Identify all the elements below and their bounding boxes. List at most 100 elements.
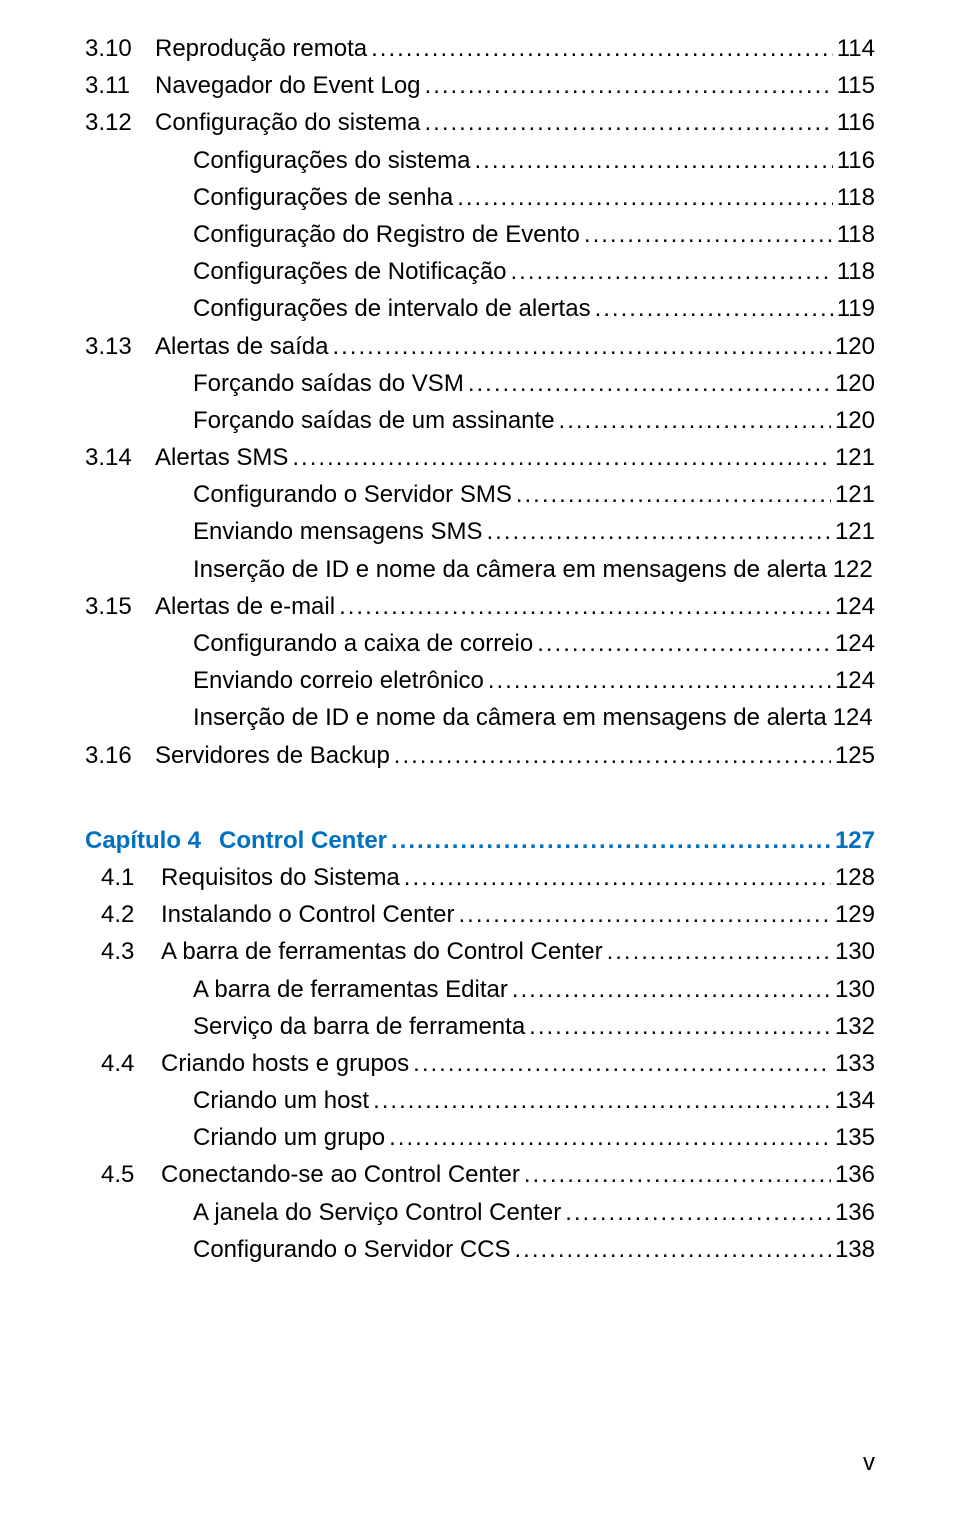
toc-page-number: 125 xyxy=(831,737,875,774)
toc-label: Navegador do Event Log xyxy=(155,67,421,104)
toc-page-number: 130 xyxy=(831,933,875,970)
toc-subentry: Configurando o Servidor SMS 121 xyxy=(85,476,875,513)
toc-entry: 4.4 Criando hosts e grupos 133 xyxy=(85,1045,875,1082)
toc-label: Configurações de Notificação xyxy=(193,253,507,290)
toc-leader-dots xyxy=(328,328,831,365)
toc-page-number: 115 xyxy=(833,67,875,104)
toc-label: Conectando-se ao Control Center xyxy=(161,1156,520,1193)
toc-number: 4.5 xyxy=(85,1156,161,1193)
toc-page-number: 127 xyxy=(831,822,875,859)
toc-page-number: 136 xyxy=(831,1156,875,1193)
toc-label: Configurações do sistema xyxy=(193,142,470,179)
toc-number: 4.1 xyxy=(85,859,161,896)
toc-label: Instalando o Control Center xyxy=(161,896,455,933)
toc-entry: 3.11 Navegador do Event Log 115 xyxy=(85,67,875,104)
toc-subentry: A janela do Serviço Control Center 136 xyxy=(85,1194,875,1231)
toc-label: Enviando correio eletrônico xyxy=(193,662,484,699)
toc-number: 4.3 xyxy=(85,933,161,970)
toc-page-number: 118 xyxy=(833,216,875,253)
toc-entry: 3.13 Alertas de saída 120 xyxy=(85,328,875,365)
toc-leader-dots xyxy=(369,1082,831,1119)
toc-page-number: 120 xyxy=(831,402,875,439)
toc-label: Configuração do sistema xyxy=(155,104,420,141)
toc-label: Configurando o Servidor SMS xyxy=(193,476,512,513)
toc-leader-dots xyxy=(561,1194,831,1231)
toc-label: Alertas de saída xyxy=(155,328,328,365)
toc-subentry: Inserção de ID e nome da câmera em mensa… xyxy=(85,551,875,588)
toc-label: Forçando saídas de um assinante xyxy=(193,402,555,439)
toc-number: 4.2 xyxy=(85,896,161,933)
toc-label: Criando um host xyxy=(193,1082,369,1119)
toc-page-number: 120 xyxy=(831,365,875,402)
toc-leader-dots xyxy=(580,216,833,253)
toc-number: 3.16 xyxy=(85,737,155,774)
toc-subentry: Configurando o Servidor CCS 138 xyxy=(85,1231,875,1268)
toc-entry: 4.1 Requisitos do Sistema 128 xyxy=(85,859,875,896)
toc-page-number: 129 xyxy=(831,896,875,933)
toc-page-number: 138 xyxy=(831,1231,875,1268)
toc-page-number: 130 xyxy=(831,971,875,1008)
toc-page-number: 116 xyxy=(833,142,875,179)
toc-subentry: Enviando mensagens SMS 121 xyxy=(85,513,875,550)
toc-leader-dots xyxy=(288,439,831,476)
toc-label: Inserção de ID e nome da câmera em mensa… xyxy=(193,699,827,736)
toc-label: Enviando mensagens SMS xyxy=(193,513,483,550)
toc-label: Forçando saídas do VSM xyxy=(193,365,464,402)
toc-leader-dots xyxy=(420,104,832,141)
toc-label: A janela do Serviço Control Center xyxy=(193,1194,561,1231)
toc-entry: 4.2 Instalando o Control Center 129 xyxy=(85,896,875,933)
toc-page-number: 134 xyxy=(831,1082,875,1119)
toc-subentry: Configurações de senha 118 xyxy=(85,179,875,216)
toc-leader-dots xyxy=(409,1045,831,1082)
toc-leader-dots xyxy=(470,142,832,179)
toc-entry: 3.10 Reprodução remota 114 xyxy=(85,30,875,67)
toc-label: Criando um grupo xyxy=(193,1119,385,1156)
toc-page-number: 124 xyxy=(831,588,875,625)
toc-label: Alertas de e-mail xyxy=(155,588,335,625)
toc-leader-dots xyxy=(511,1231,831,1268)
toc-label: Configurando o Servidor CCS xyxy=(193,1231,511,1268)
toc-page-number: 116 xyxy=(833,104,875,141)
toc-leader-dots xyxy=(390,737,831,774)
toc-page-number: 135 xyxy=(831,1119,875,1156)
toc-subentry: Configuração do Registro de Evento 118 xyxy=(85,216,875,253)
toc-leader-dots xyxy=(453,179,833,216)
toc-page-number: 118 xyxy=(833,179,875,216)
toc-leader-dots xyxy=(591,290,833,327)
toc-subentry: Criando um grupo 135 xyxy=(85,1119,875,1156)
toc-number: 3.14 xyxy=(85,439,155,476)
toc-leader-dots xyxy=(484,662,831,699)
toc-number: 3.12 xyxy=(85,104,155,141)
toc-label: Serviço da barra de ferramenta xyxy=(193,1008,525,1045)
toc-leader-dots xyxy=(455,896,831,933)
toc-leader-dots xyxy=(483,513,831,550)
toc-subentry: Configurações do sistema 116 xyxy=(85,142,875,179)
toc-leader-dots xyxy=(512,476,831,513)
chapter-title: Control Center xyxy=(219,822,387,859)
toc-leader-dots xyxy=(525,1008,831,1045)
page-footer: v xyxy=(863,1449,875,1477)
toc-number: 3.13 xyxy=(85,328,155,365)
toc-entry: 3.16 Servidores de Backup 125 xyxy=(85,737,875,774)
toc-label: Criando hosts e grupos xyxy=(161,1045,409,1082)
toc-page-number: 124 xyxy=(827,699,873,736)
toc-number: 3.11 xyxy=(85,67,155,104)
toc-subentry: Forçando saídas do VSM 120 xyxy=(85,365,875,402)
toc-page-number: 121 xyxy=(831,439,875,476)
toc-leader-dots xyxy=(367,30,833,67)
toc-leader-dots xyxy=(520,1156,831,1193)
toc-subentry: Serviço da barra de ferramenta 132 xyxy=(85,1008,875,1045)
toc-label: A barra de ferramentas Editar xyxy=(193,971,508,1008)
toc-subentry: Configurando a caixa de correio 124 xyxy=(85,625,875,662)
toc-label: Configurações de senha xyxy=(193,179,453,216)
toc-leader-dots xyxy=(555,402,831,439)
toc-leader-dots xyxy=(400,859,831,896)
toc-page-number: 133 xyxy=(831,1045,875,1082)
toc-page-number: 124 xyxy=(831,625,875,662)
toc-entry: 4.5 Conectando-se ao Control Center 136 xyxy=(85,1156,875,1193)
toc-subentry: Configurações de intervalo de alertas 11… xyxy=(85,290,875,327)
toc-label: Servidores de Backup xyxy=(155,737,390,774)
toc-subentry: Forçando saídas de um assinante 120 xyxy=(85,402,875,439)
toc-leader-dots xyxy=(387,822,831,859)
toc-page-number: 121 xyxy=(831,513,875,550)
